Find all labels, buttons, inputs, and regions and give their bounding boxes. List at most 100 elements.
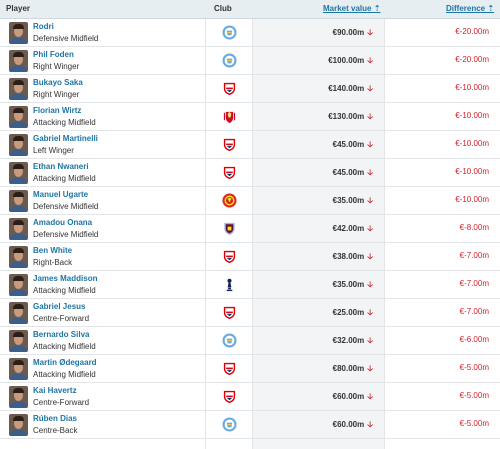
player-name-link[interactable]: Amadou Onana <box>33 218 93 227</box>
player-photo[interactable] <box>9 78 28 100</box>
table-row: Manuel Ugarte Defensive Midfield €35.00m 🡣 €… <box>0 187 500 215</box>
difference-value: €-7.00m <box>459 251 489 260</box>
man-city-crest-icon[interactable] <box>222 417 237 432</box>
arsenal-crest-icon[interactable] <box>222 165 237 180</box>
club-cell <box>205 243 253 270</box>
player-photo[interactable] <box>9 218 28 240</box>
club-cell <box>205 47 253 74</box>
market-value: €130.00m 🡣 <box>328 112 373 121</box>
down-arrow-icon: 🡣 <box>367 336 373 345</box>
market-value-cell: €140.00m 🡣 <box>253 75 385 102</box>
club-cell <box>205 131 253 158</box>
arsenal-crest-icon[interactable] <box>222 361 237 376</box>
down-arrow-icon: 🡣 <box>367 224 373 233</box>
player-name-link[interactable]: Kai Havertz <box>33 386 77 395</box>
arsenal-crest-icon[interactable] <box>222 305 237 320</box>
difference-sort-link[interactable]: Difference ⇡ <box>446 4 495 13</box>
player-name-link[interactable]: Rodri <box>33 22 54 31</box>
market-value: €100.00m 🡣 <box>328 56 373 65</box>
player-position: Centre-Back <box>33 426 78 435</box>
player-photo[interactable] <box>9 358 28 380</box>
difference-value: €-5.00m <box>459 363 489 372</box>
club-cell <box>205 19 253 46</box>
table-row: Rodri Defensive Midfield €90.00m 🡣 €-20.00m <box>0 19 500 47</box>
player-name-link[interactable]: Bukayo Saka <box>33 78 83 87</box>
player-photo[interactable] <box>9 162 28 184</box>
difference-value: €-10.00m <box>455 195 489 204</box>
down-arrow-icon: 🡣 <box>367 140 373 149</box>
market-value-cell: €45.00m 🡣 <box>253 131 385 158</box>
player-photo[interactable] <box>9 190 28 212</box>
market-value: €140.00m 🡣 <box>328 84 373 93</box>
difference-value: €-8.00m <box>459 223 489 232</box>
market-value-cell: €100.00m 🡣 <box>253 47 385 74</box>
player-photo[interactable] <box>9 386 28 408</box>
tottenham-crest-icon[interactable] <box>222 277 237 292</box>
player-photo[interactable] <box>9 274 28 296</box>
player-position: Attacking Midfield <box>33 118 96 127</box>
player-name-link[interactable]: Florian Wirtz <box>33 106 82 115</box>
market-value-sort-link[interactable]: Market value ⇡ <box>323 4 381 13</box>
liverpool-crest-icon[interactable] <box>222 109 237 124</box>
market-value: €45.00m 🡣 <box>332 140 373 149</box>
player-name-link[interactable]: Ethan Nwaneri <box>33 162 89 171</box>
player-photo[interactable] <box>9 22 28 44</box>
table-row: Phil Foden Right Winger €100.00m 🡣 €-20.00m <box>0 47 500 75</box>
man-city-crest-icon[interactable] <box>222 53 237 68</box>
table-row: Gabriel Jesus Centre-Forward €25.00m 🡣 €-7.0… <box>0 299 500 327</box>
player-name-link[interactable]: Ben White <box>33 246 73 255</box>
player-photo[interactable] <box>9 246 28 268</box>
player-name-link[interactable]: Manuel Ugarte <box>33 190 89 199</box>
player-photo[interactable] <box>9 106 28 128</box>
difference-value: €-10.00m <box>455 167 489 176</box>
market-value-cell: €130.00m 🡣 <box>253 103 385 130</box>
club-cell <box>205 215 253 242</box>
difference-value: €-20.00m <box>455 55 489 64</box>
player-photo[interactable] <box>9 302 28 324</box>
player-position: Attacking Midfield <box>33 342 96 351</box>
player-photo[interactable] <box>9 50 28 72</box>
market-value: €80.00m 🡣 <box>332 364 373 373</box>
player-photo[interactable] <box>9 330 28 352</box>
man-city-crest-icon[interactable] <box>222 25 237 40</box>
market-value: €90.00m 🡣 <box>332 28 373 37</box>
arsenal-crest-icon[interactable] <box>222 81 237 96</box>
market-value-cell: €38.00m 🡣 <box>253 243 385 270</box>
player-position: Right-Back <box>33 258 73 267</box>
difference-value: €-7.00m <box>459 279 489 288</box>
market-value-cell: €25.00m 🡣 <box>253 299 385 326</box>
player-name-link[interactable]: Martin Ødegaard <box>33 358 97 367</box>
arsenal-crest-icon[interactable] <box>222 389 237 404</box>
arsenal-crest-icon[interactable] <box>222 137 237 152</box>
player-photo[interactable] <box>9 134 28 156</box>
player-position: Attacking Midfield <box>33 286 96 295</box>
market-value: €60.00m 🡣 <box>332 420 373 429</box>
player-photo[interactable] <box>9 414 28 436</box>
difference-value: €-5.00m <box>459 419 489 428</box>
club-cell <box>205 299 253 326</box>
man-city-crest-icon[interactable] <box>222 333 237 348</box>
down-arrow-icon: 🡣 <box>367 392 373 401</box>
market-value-cell: €32.00m 🡣 <box>253 327 385 354</box>
difference-value: €-10.00m <box>455 111 489 120</box>
club-cell <box>205 411 253 438</box>
market-value-cell: €45.00m 🡣 <box>253 159 385 186</box>
player-name-link[interactable]: Rúben Dias <box>33 414 78 423</box>
aston-villa-crest-icon[interactable] <box>222 221 237 236</box>
table-row: Kai Havertz Centre-Forward €60.00m 🡣 €-5.00m <box>0 383 500 411</box>
down-arrow-icon: 🡣 <box>367 28 373 37</box>
player-name-link[interactable]: Gabriel Martinelli <box>33 134 98 143</box>
player-position: Centre-Forward <box>33 314 90 323</box>
man-united-crest-icon[interactable] <box>222 193 237 208</box>
player-name-link[interactable]: Gabriel Jesus <box>33 302 86 311</box>
market-value: €45.00m 🡣 <box>332 168 373 177</box>
player-name-link[interactable]: James Maddison <box>33 274 98 283</box>
down-arrow-icon: 🡣 <box>367 308 373 317</box>
player-name-link[interactable]: Phil Foden <box>33 50 74 59</box>
difference-value: €-10.00m <box>455 83 489 92</box>
market-value: €38.00m 🡣 <box>332 252 373 261</box>
table-row: James Maddison Attacking Midfield €35.00m 🡣… <box>0 271 500 299</box>
player-name-link[interactable]: Bernardo Silva <box>33 330 90 339</box>
arsenal-crest-icon[interactable] <box>222 249 237 264</box>
